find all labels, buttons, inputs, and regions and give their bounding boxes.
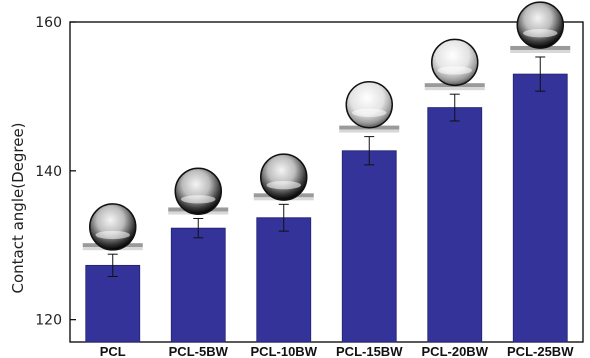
y-tick-label: 120 [35,313,62,329]
water-droplet-image [339,81,400,133]
droplet-body [260,153,308,201]
plot-area [69,21,584,343]
y-axis-label: Contact angle(Degree) [9,122,27,293]
droplet-highlight [266,180,301,190]
x-tick-label: PCL-5BW [169,344,229,358]
droplet-highlight [95,230,130,240]
water-droplet-image [82,203,143,251]
y-tick-label: 140 [35,164,62,180]
plot-frame [69,21,584,343]
substrate-reflection [510,49,571,53]
droplet-body [431,38,479,87]
water-droplet-image [424,38,485,91]
bar [512,73,568,343]
bar [427,107,483,343]
substrate-reflection [424,87,485,91]
bar [256,217,312,343]
bar [85,264,141,343]
droplet-body [345,81,393,129]
droplet-highlight [181,195,216,204]
droplet-body [89,203,137,251]
x-tick-label: PCL-25BW [507,344,574,358]
x-tick-label: PCL-20BW [422,344,489,358]
droplet-body [516,1,564,49]
x-tick-label: PCL-10BW [251,344,318,358]
droplet-body [174,167,222,215]
droplet-images-group [82,1,571,251]
bar [170,227,226,343]
water-droplet-image [510,1,571,53]
x-tick-label: PCL [100,344,126,358]
substrate-reflection [339,129,400,133]
water-droplet-image [253,153,314,201]
bars-group [85,56,568,343]
labels-group: 120 140 160 PCL PCL-5BW PCL-10BW PCL-15BW PCL-2… [35,15,574,358]
x-tick-label: PCL-15BW [336,344,403,358]
droplet-highlight [352,108,387,117]
y-tick-label: 160 [35,15,62,31]
droplet-highlight [523,29,558,38]
droplet-highlight [437,66,472,75]
water-droplet-image [168,167,229,215]
bar [341,150,397,343]
